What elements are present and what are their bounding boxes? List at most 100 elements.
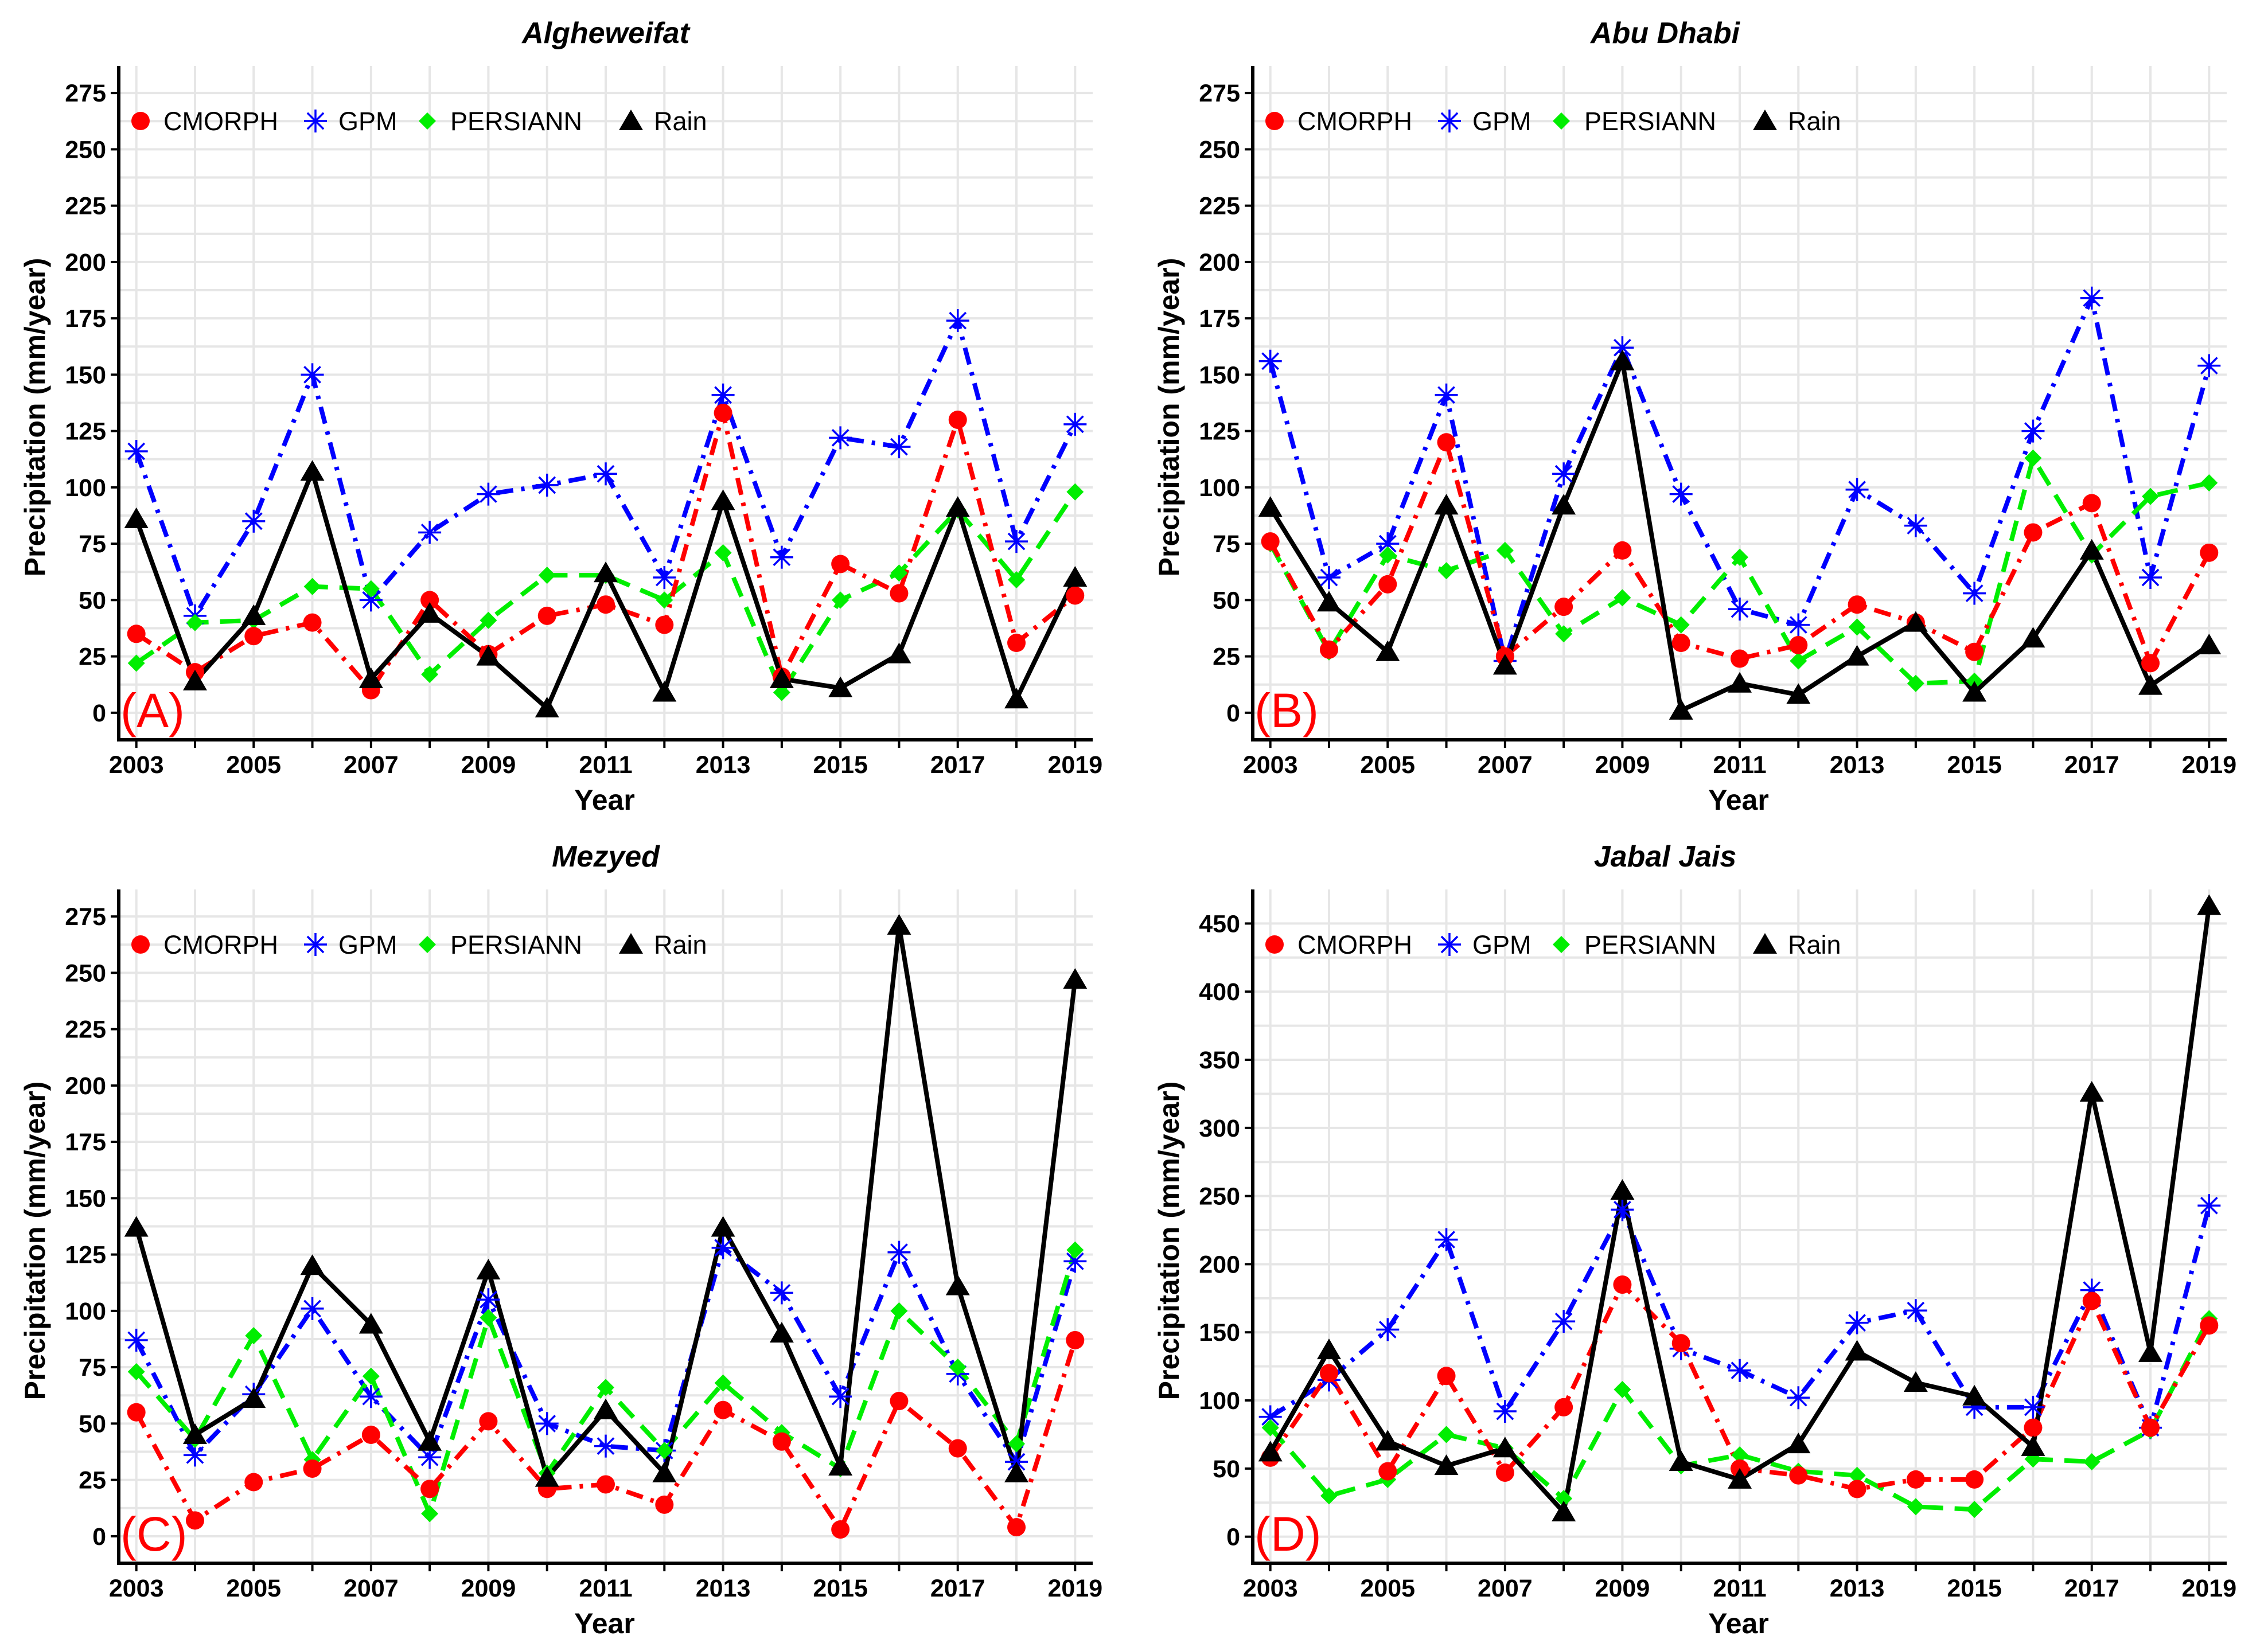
data-point-cmorph (890, 1392, 909, 1411)
x-tick-label: 2011 (579, 751, 632, 779)
data-point-persiann (1672, 616, 1690, 634)
data-point-gpm (2080, 286, 2103, 310)
x-tick-label: 2009 (461, 751, 516, 779)
data-point-rain (2021, 627, 2045, 648)
data-point-gpm (477, 482, 500, 506)
y-tick-label: 175 (1199, 305, 1240, 333)
data-point-cmorph (127, 625, 146, 643)
y-tick-label: 350 (1199, 1047, 1240, 1074)
y-axis-title: Precipitation (mm/year) (19, 1082, 51, 1400)
y-tick-label: 100 (1199, 1387, 1240, 1415)
data-point-rain (945, 496, 970, 517)
data-point-gpm (301, 363, 324, 387)
panel-b: 0 25 50 75 100 125 150 175 200 225 250 275 2003 2005 2… (1134, 0, 2268, 824)
y-tick-label: 275 (65, 903, 106, 931)
y-tick-label: 250 (65, 959, 106, 987)
data-point-cmorph (1007, 634, 1026, 653)
data-point-persiann (127, 654, 145, 672)
data-point-cmorph (303, 1459, 322, 1478)
y-tick-label: 125 (1199, 418, 1240, 446)
y-tick-label: 100 (1199, 474, 1240, 502)
legend-key-rain (619, 110, 643, 130)
data-point-rain (358, 1313, 383, 1334)
data-point-cmorph (655, 615, 674, 634)
series-line-persiann (135, 490, 1077, 695)
data-point-persiann (186, 614, 204, 631)
x-tick-label: 2009 (1595, 751, 1650, 779)
data-point-rain (124, 1216, 149, 1237)
panel-title: Mezyed (552, 840, 660, 873)
data-point-gpm (1063, 412, 1087, 436)
legend-label: PERSIANN (450, 107, 582, 136)
y-tick-label: 200 (65, 249, 106, 276)
y-tick-label: 300 (1199, 1115, 1240, 1142)
chart-svg: 0 25 50 75 100 125 150 175 200 225 250 275 2003 2005 2… (1153, 17, 2236, 816)
legend-label: CMORPH (1297, 107, 1412, 136)
data-point-cmorph (1378, 575, 1397, 594)
data-point-persiann (890, 564, 908, 582)
data-point-persiann (949, 1359, 967, 1376)
data-point-persiann (656, 1442, 673, 1459)
data-point-rain (945, 1274, 970, 1295)
data-point-gpm (887, 1240, 911, 1264)
legend-key-persiann (1553, 112, 1570, 130)
data-point-cmorph (1671, 1334, 1690, 1353)
data-point-rain (1552, 494, 1576, 515)
data-point-rain (1063, 968, 1088, 989)
x-tick-label: 2015 (1947, 1575, 2002, 1602)
x-tick-label: 2017 (2064, 751, 2119, 779)
x-tick-label: 2015 (813, 1575, 868, 1602)
data-point-persiann (480, 1309, 497, 1326)
x-tick-label: 2009 (1595, 1575, 1650, 1602)
data-point-cmorph (1789, 635, 1808, 654)
data-point-cmorph (597, 1475, 615, 1494)
data-point-rain (2079, 1081, 2104, 1102)
data-point-rain (241, 1387, 266, 1408)
series-points-rain (124, 460, 1088, 717)
data-point-persiann (1614, 1381, 1631, 1399)
data-point-rain (887, 642, 911, 664)
data-point-gpm (829, 1385, 852, 1408)
data-point-rain (828, 1455, 853, 1476)
x-tick-label: 2007 (1478, 751, 1533, 779)
data-point-gpm (1904, 1299, 1927, 1322)
data-point-rain (1258, 496, 1283, 517)
data-point-cmorph (2082, 1291, 2101, 1310)
legend-label: CMORPH (163, 930, 278, 959)
data-point-cmorph (1789, 1466, 1808, 1485)
data-point-gpm (124, 1328, 148, 1352)
data-point-cmorph (303, 613, 322, 632)
series-points-rain (1258, 894, 2222, 1521)
x-tick-label: 2005 (1360, 1575, 1415, 1602)
data-point-rain (418, 602, 442, 623)
legend-key-gpm (1438, 933, 1461, 956)
y-axis-title: Precipitation (mm/year) (1153, 258, 1185, 577)
data-point-persiann (1848, 1466, 1866, 1484)
series-points-gpm (1258, 1194, 2221, 1439)
data-point-gpm (711, 383, 735, 407)
data-point-rain (1552, 1500, 1576, 1521)
legend-label: PERSIANN (450, 930, 582, 959)
series-points-rain (1258, 349, 2222, 720)
data-point-rain (1434, 1454, 1459, 1476)
y-tick-label: 250 (65, 136, 106, 163)
data-point-cmorph (1007, 1518, 1026, 1537)
data-point-rain (2197, 633, 2222, 654)
data-point-gpm (946, 309, 969, 333)
legend-key-persiann (1553, 936, 1570, 953)
x-tick-label: 2019 (2181, 1575, 2236, 1602)
legend-label: Rain (1788, 107, 1841, 136)
data-point-gpm (1005, 530, 1028, 553)
x-tick-label: 2003 (1243, 751, 1298, 779)
data-point-cmorph (714, 404, 732, 423)
data-point-persiann (1731, 548, 1748, 566)
y-tick-label: 50 (1213, 587, 1240, 614)
data-point-rain (418, 1430, 442, 1451)
y-tick-label: 50 (79, 587, 106, 614)
legend-key-gpm (304, 933, 327, 956)
data-point-cmorph (1437, 433, 1456, 452)
data-point-gpm (359, 1385, 383, 1408)
y-tick-label: 75 (79, 530, 106, 558)
legend-label: GPM (1472, 107, 1532, 136)
data-point-gpm (594, 1434, 617, 1458)
